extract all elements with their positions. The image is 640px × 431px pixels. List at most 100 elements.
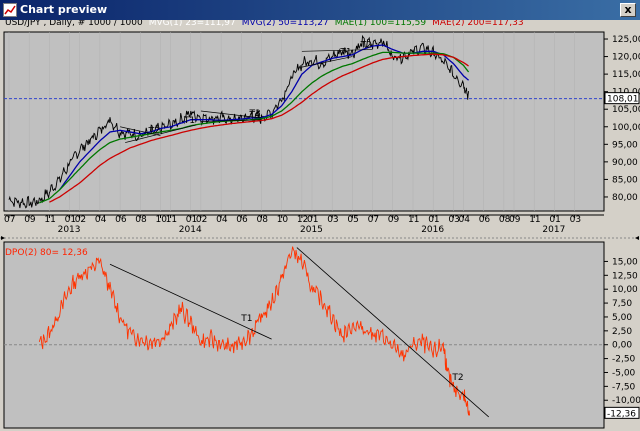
- dpo-trendlines: T1 T2: [109, 247, 490, 418]
- x-month-label: 06: [236, 215, 248, 225]
- legend-entry: MAE(2) 200=117,33: [432, 20, 523, 28]
- x-month-label: 09: [509, 215, 521, 225]
- dpo-y-tick-label: -5,00: [612, 368, 636, 378]
- dpo-legend: DPO(2) 80= 12,36: [5, 248, 88, 258]
- dpo-y-tick-label: 12,50: [612, 271, 638, 281]
- x-month-label: 08: [135, 215, 147, 225]
- dpo-trendline-label: T2: [451, 373, 463, 383]
- price-y-tick-label: 85,00: [612, 175, 638, 185]
- last-price-box: [604, 92, 640, 105]
- dpo-last-value-box: [604, 406, 640, 419]
- price-y-tick-label: 80,00: [612, 193, 638, 203]
- x-month-label: 06: [115, 215, 127, 225]
- dpo-y-tick-label: 10,00: [612, 285, 638, 295]
- price-trendline[interactable]: [125, 124, 196, 143]
- price-y-tick-label: 125,00: [612, 35, 640, 45]
- price-trendline-label: T1: [339, 48, 351, 58]
- dpo-y-tick-label: -10,00: [612, 396, 640, 406]
- x-year-label: 2015: [300, 225, 323, 235]
- price-y-tick-label: 105,00: [612, 105, 640, 115]
- x-month-label: 11: [529, 215, 540, 225]
- price-trendline-label: T4: [249, 111, 261, 121]
- divider-left-arrow-icon: [1, 236, 5, 240]
- x-month-label: 05: [347, 215, 358, 225]
- x-month-label: 11: [408, 215, 419, 225]
- price-legend: USD/JPY , Daily, # 1000 / 1000 MVG(1) 23=…: [5, 20, 524, 28]
- x-month-label: 01: [428, 215, 439, 225]
- x-month-label: 07: [4, 215, 15, 225]
- price-trendline[interactable]: [120, 126, 161, 136]
- x-year-label: 2013: [58, 225, 81, 235]
- x-month-label: 10: [277, 215, 289, 225]
- legend-entry: MVG(1) 23=111,97: [149, 20, 236, 28]
- price-y-tick-label: 100,00: [612, 123, 640, 133]
- legend-entry: MVG(2) 50=113,27: [242, 20, 329, 28]
- divider-right-arrow-icon: [635, 236, 639, 240]
- x-month-label: 08: [257, 215, 269, 225]
- x-year-label: 2017: [542, 225, 565, 235]
- dpo-y-tick-label: 15,00: [612, 257, 638, 267]
- dpo-y-tick-label: -7,50: [612, 382, 636, 392]
- x-month-label: 09: [388, 215, 400, 225]
- panel-divider-markers: [1, 236, 639, 240]
- x-month-label: 01: [307, 215, 318, 225]
- x-month-label: 11: [166, 215, 177, 225]
- dpo-y-tick-label: 5,00: [612, 313, 632, 323]
- price-trendline[interactable]: [200, 110, 262, 119]
- x-year-label: 2016: [421, 225, 444, 235]
- dpo-panel: [3, 241, 605, 429]
- price-trendline[interactable]: [200, 119, 262, 122]
- price-trendline-label: T3: [249, 109, 261, 119]
- x-month-label: 10: [156, 215, 168, 225]
- x-month-label: 04: [216, 215, 228, 225]
- x-month-label: 11: [44, 215, 55, 225]
- dpo-y-tick-label: -2,50: [612, 355, 636, 365]
- price-trendline-label: T2: [360, 41, 372, 51]
- dpo-last-value-label: -12,36: [607, 409, 636, 419]
- price-y-tick-label: 95,00: [612, 140, 638, 150]
- x-month-label: 03: [448, 215, 459, 225]
- x-year-label: 2014: [179, 225, 202, 235]
- x-month-label: 01: [186, 215, 197, 225]
- price-trendline-label: T1: [183, 116, 195, 126]
- price-trendline[interactable]: [301, 49, 373, 52]
- dpo-trendline[interactable]: [109, 263, 272, 340]
- price-y-tick-label: 115,00: [612, 70, 640, 80]
- x-month-label: 04: [459, 215, 471, 225]
- dpo-trendline-label: T1: [240, 314, 252, 324]
- x-month-label: 12: [297, 215, 308, 225]
- dpo-trendline[interactable]: [296, 247, 490, 418]
- dpo-y-tick-label: 2,50: [612, 327, 632, 337]
- dpo-y-tick-label: 0,00: [612, 341, 632, 351]
- price-trendline-label: T2: [148, 127, 160, 137]
- close-icon: x: [624, 3, 632, 16]
- window-title: Chart preview: [20, 3, 108, 16]
- x-month-label: 01: [65, 215, 76, 225]
- x-month-label: 03: [570, 215, 581, 225]
- dpo-y-axis: 15,00 12,50 10,00 7,50 5,00 2,50 0,00 -2,50 -5,0…: [604, 257, 640, 406]
- x-month-label: 04: [95, 215, 107, 225]
- x-month-label: 06: [479, 215, 491, 225]
- price-trendline[interactable]: [301, 56, 353, 68]
- price-grid: [8, 32, 575, 211]
- legend-entry: USD/JPY , Daily, # 1000 / 1000: [5, 20, 143, 28]
- price-series-line-4: [49, 53, 469, 203]
- x-month-label: 07: [368, 215, 379, 225]
- price-y-axis: 80,0085,0090,0095,00100,00105,00110,0011…: [604, 35, 640, 203]
- x-month-label: 03: [327, 215, 338, 225]
- legend-entry: MAE(1) 100=115,59: [335, 20, 427, 28]
- x-month-label: 02: [75, 215, 86, 225]
- price-y-tick-label: 90,00: [612, 158, 638, 168]
- x-month-label: 08: [499, 215, 511, 225]
- close-button[interactable]: x: [620, 3, 636, 17]
- price-y-tick-label: 120,00: [612, 53, 640, 63]
- dpo-y-tick-label: 7,50: [612, 299, 632, 309]
- title-bar: Chart preview x: [0, 0, 640, 20]
- x-month-label: 01: [549, 215, 560, 225]
- chart-window-icon: [3, 3, 17, 17]
- last-price-label: 108,01: [607, 95, 639, 105]
